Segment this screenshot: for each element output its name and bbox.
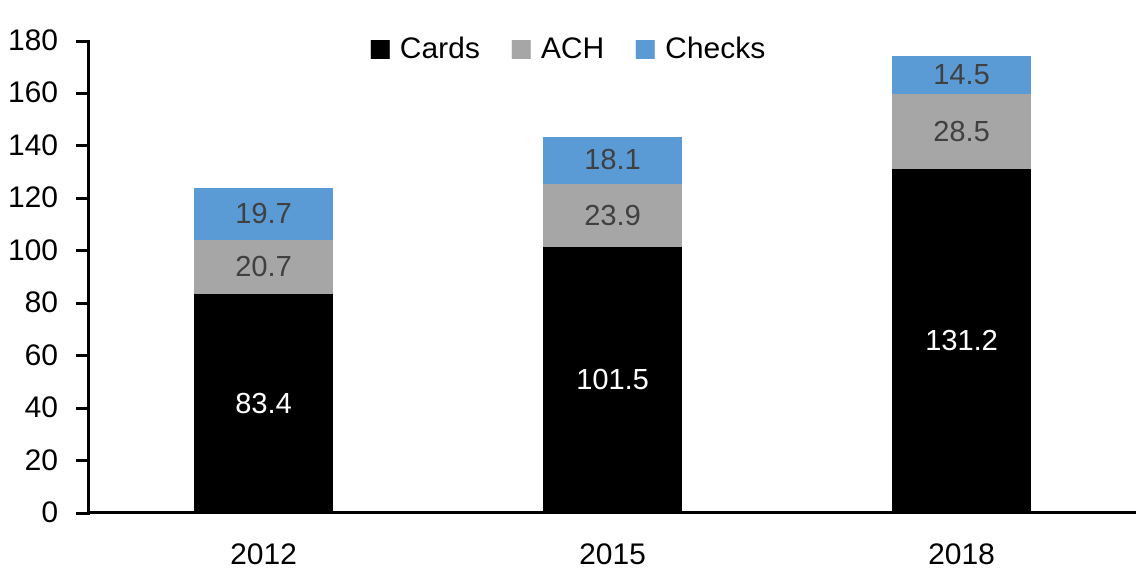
y-tick-mark — [76, 249, 90, 253]
legend-swatch-checks — [636, 39, 656, 59]
y-tick-label: 0 — [41, 496, 58, 529]
legend-item-cards: Cards — [370, 32, 480, 65]
x-label-2012: 2012 — [230, 538, 297, 571]
legend-swatch-ach — [511, 39, 531, 59]
bar-segment-2015-ach: 23.9 — [543, 184, 682, 247]
legend-label: Cards — [399, 32, 480, 65]
bar-segment-2012-ach: 20.7 — [194, 240, 333, 295]
y-tick-label: 20 — [24, 443, 58, 477]
bar-segment-label: 18.1 — [584, 144, 641, 177]
legend-swatch-cards — [370, 39, 390, 59]
bar-segment-2018-cards: 131.2 — [892, 168, 1031, 513]
chart-legend: Cards ACH Checks — [370, 32, 765, 65]
y-tick-label: 140 — [7, 128, 58, 162]
y-tick-mark — [76, 91, 90, 95]
y-tick-mark — [76, 406, 90, 410]
y-tick-mark — [76, 354, 90, 358]
y-tick-mark — [76, 196, 90, 200]
y-tick-label: 120 — [7, 181, 58, 215]
y-tick-label: 80 — [24, 286, 58, 320]
bar-segment-2012-checks: 19.7 — [194, 188, 333, 241]
bar-segment-label: 131.2 — [925, 324, 998, 357]
y-tick-label: 180 — [7, 24, 58, 57]
y-axis-line — [87, 40, 90, 514]
x-label-2015: 2015 — [579, 538, 646, 571]
bar-segment-2018-ach: 28.5 — [892, 94, 1031, 169]
bar-segment-label: 101.5 — [576, 363, 649, 396]
x-label-2018: 2018 — [928, 538, 995, 571]
bar-segment-2012-cards: 83.4 — [194, 294, 333, 513]
legend-label: ACH — [540, 32, 605, 65]
legend-label: Checks — [665, 32, 766, 65]
y-tick-mark — [76, 511, 90, 515]
bar-segment-label: 83.4 — [235, 387, 292, 420]
bar-segment-label: 23.9 — [584, 199, 641, 232]
bar-segment-label: 19.7 — [235, 198, 292, 231]
bar-segment-2015-cards: 101.5 — [543, 246, 682, 513]
y-tick-mark — [76, 459, 90, 463]
bar-segment-label: 28.5 — [933, 115, 990, 148]
y-tick-mark — [76, 39, 90, 43]
bar-segment-label: 14.5 — [933, 59, 990, 92]
bar-segment-2015-checks: 18.1 — [543, 136, 682, 185]
y-tick-label: 60 — [24, 338, 58, 372]
bar-segment-label: 20.7 — [235, 251, 292, 284]
legend-item-checks: Checks — [636, 34, 765, 64]
y-tick-mark — [76, 144, 90, 148]
bar-segment-2018-checks: 14.5 — [892, 56, 1031, 95]
y-tick-label: 40 — [24, 391, 58, 425]
y-tick-label: 100 — [7, 233, 58, 267]
legend-item-ach: ACH — [511, 32, 605, 65]
y-tick-mark — [76, 301, 90, 305]
y-tick-label: 160 — [7, 76, 58, 110]
